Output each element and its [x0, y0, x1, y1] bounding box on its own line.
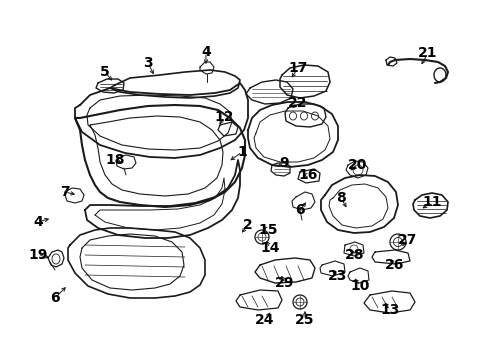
Text: 12: 12 [214, 110, 233, 124]
Text: 7: 7 [60, 185, 70, 199]
Text: 15: 15 [258, 223, 277, 237]
Text: 21: 21 [417, 46, 437, 60]
Text: 23: 23 [327, 269, 347, 283]
Text: 29: 29 [275, 276, 294, 290]
Text: 4: 4 [33, 215, 43, 229]
Text: 27: 27 [398, 233, 417, 247]
Text: 24: 24 [255, 313, 274, 327]
Text: 4: 4 [201, 45, 210, 59]
Text: 10: 10 [349, 279, 369, 293]
Text: 1: 1 [237, 145, 246, 159]
Text: 3: 3 [143, 56, 153, 70]
Text: 14: 14 [260, 241, 279, 255]
Text: 6: 6 [50, 291, 60, 305]
Text: 28: 28 [345, 248, 364, 262]
Text: 16: 16 [298, 168, 317, 182]
Text: 19: 19 [28, 248, 48, 262]
Text: 9: 9 [279, 156, 288, 170]
Text: 11: 11 [421, 195, 441, 209]
Text: 18: 18 [105, 153, 124, 167]
Text: 2: 2 [243, 218, 252, 232]
Text: 17: 17 [288, 61, 307, 75]
Text: 6: 6 [295, 203, 304, 217]
Text: 13: 13 [380, 303, 399, 317]
Text: 5: 5 [100, 65, 110, 79]
Text: 25: 25 [295, 313, 314, 327]
Text: 20: 20 [347, 158, 367, 172]
Text: 8: 8 [335, 191, 345, 205]
Text: 22: 22 [287, 96, 307, 110]
Text: 26: 26 [385, 258, 404, 272]
